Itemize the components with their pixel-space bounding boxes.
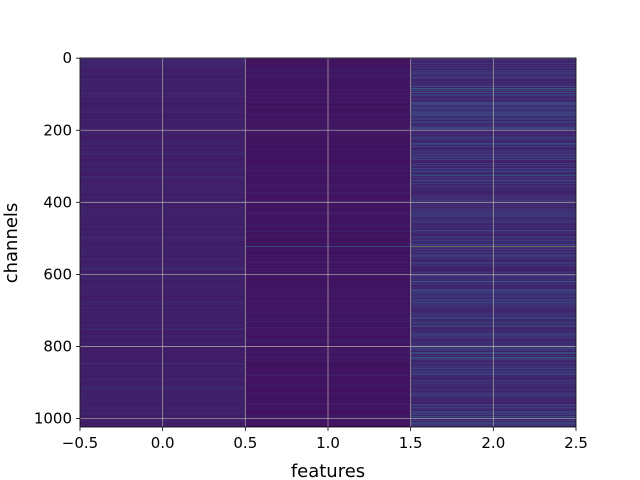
x-tick-label: 2.0 (481, 434, 505, 452)
x-axis-label: features (291, 461, 365, 480)
x-tick-label: 2.5 (564, 434, 588, 452)
y-tick-label: 0 (62, 49, 72, 67)
y-axis-label: channels (1, 203, 22, 284)
x-tick-label: 0.5 (233, 434, 257, 452)
x-tick-label: −0.5 (62, 434, 98, 452)
x-tick-label: 0.0 (151, 434, 175, 452)
axes: −0.5 0.0 0.5 1.0 1.5 2.0 2.5 0 200 400 600 800 1000 (34, 49, 588, 452)
y-tick-label: 600 (43, 265, 72, 283)
x-tick-label: 1.0 (316, 434, 340, 452)
y-tick-label: 400 (43, 193, 72, 211)
y-tick-label: 200 (43, 121, 72, 139)
y-tick-label: 1000 (34, 410, 72, 428)
y-tick-label: 800 (43, 337, 72, 355)
x-tick-label: 1.5 (399, 434, 423, 452)
